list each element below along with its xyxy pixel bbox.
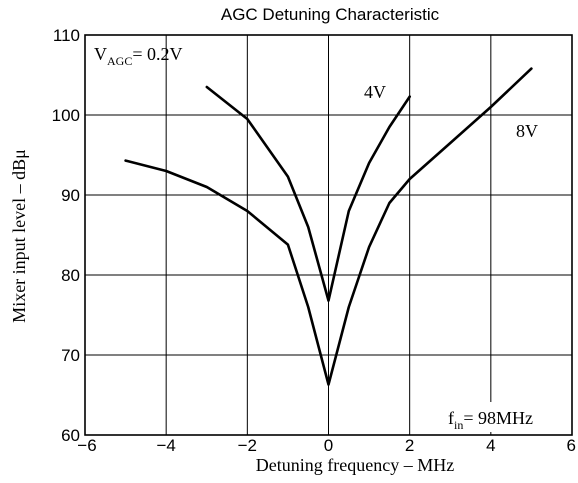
x-tick-label: −6 bbox=[77, 436, 96, 455]
x-tick-label: 4 bbox=[486, 436, 495, 455]
x-tick-label: 0 bbox=[324, 436, 333, 455]
fin-sub: in bbox=[454, 418, 463, 432]
plot-frame bbox=[84, 34, 573, 436]
fin-main: f bbox=[448, 408, 454, 428]
x-tick-label: −2 bbox=[238, 436, 257, 455]
y-tick-label: 70 bbox=[61, 346, 80, 365]
series-lines bbox=[124, 67, 533, 386]
x-tick-label: 2 bbox=[405, 436, 414, 455]
series-label-4v: 4V bbox=[364, 82, 386, 102]
series-line bbox=[205, 85, 411, 302]
y-tick-label: 60 bbox=[61, 426, 80, 445]
svg-text:VAGC= 0.2V: VAGC= 0.2V bbox=[94, 44, 183, 68]
y-tick-label: 90 bbox=[61, 186, 80, 205]
grid bbox=[84, 34, 573, 436]
vagc-value: = 0.2V bbox=[132, 44, 182, 64]
vagc-annotation: VAGC= 0.2V bbox=[94, 44, 183, 68]
fin-value: = 98MHz bbox=[463, 408, 533, 428]
fin-annotation: fin= 98MHz bbox=[445, 402, 569, 432]
vagc-main: V bbox=[94, 44, 107, 64]
x-axis-label: Detuning frequency – MHz bbox=[256, 455, 454, 475]
vagc-sub: AGC bbox=[107, 54, 132, 68]
y-tick-label: 100 bbox=[52, 106, 80, 125]
x-tick-label: 6 bbox=[567, 436, 576, 455]
y-tick-label: 80 bbox=[61, 266, 80, 285]
svg-text:fin= 98MHz: fin= 98MHz bbox=[448, 408, 533, 432]
x-tick-label: −4 bbox=[156, 436, 175, 455]
tick-labels: −6 −4 −2 0 2 4 6 60 70 80 90 100 110 bbox=[52, 26, 576, 455]
y-tick-label: 110 bbox=[53, 26, 80, 45]
chart-title: AGC Detuning Characteristic bbox=[221, 5, 440, 24]
series-label-8v: 8V bbox=[516, 121, 538, 141]
series-line bbox=[124, 67, 533, 386]
y-axis-label: Mixer input level – dBμ bbox=[9, 149, 29, 323]
